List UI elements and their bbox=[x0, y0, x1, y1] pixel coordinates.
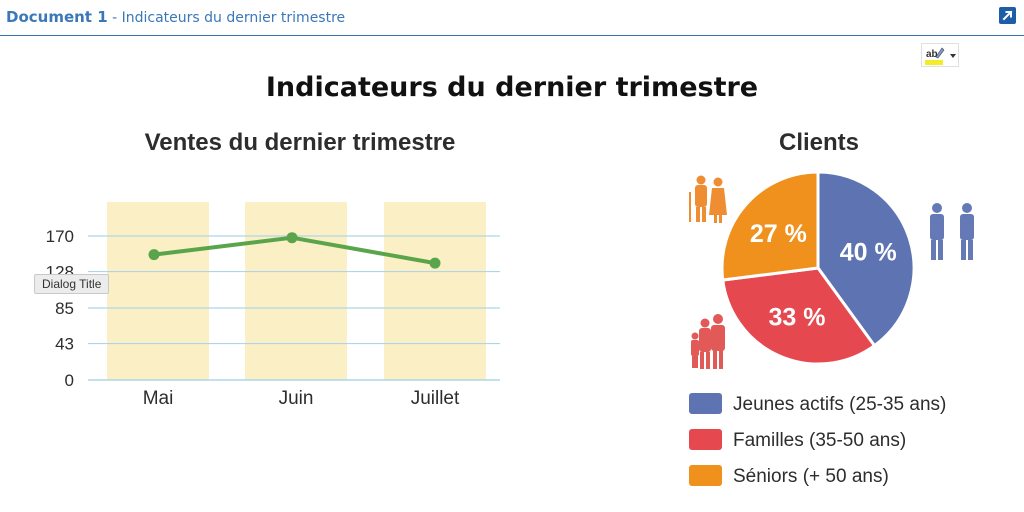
spellcheck-tool-button[interactable]: ab bbox=[921, 43, 959, 67]
x-tick-label: Juin bbox=[279, 388, 314, 409]
pie-slice-3 bbox=[720, 170, 820, 282]
pie-slice-label: 33 % bbox=[769, 303, 826, 331]
y-tick-label: 170 bbox=[46, 227, 74, 246]
main-title: Indicateurs du dernier trimestre bbox=[265, 72, 759, 103]
pie-slice-label: 27 % bbox=[750, 220, 807, 248]
seniors-icon bbox=[689, 175, 727, 223]
family-icon bbox=[691, 314, 725, 369]
y-tick-label: 43 bbox=[55, 335, 74, 354]
legend-label: Familles (35-50 ans) bbox=[733, 430, 906, 451]
document-name: Document 1 bbox=[6, 8, 108, 26]
spellcheck-icon: ab bbox=[925, 47, 956, 65]
pie-slice-1 bbox=[816, 170, 916, 348]
x-tick-label: Juillet bbox=[411, 388, 460, 409]
y-tick-label: 0 bbox=[65, 371, 74, 390]
data-point-juillet bbox=[429, 257, 441, 269]
pie-chart-title: Clients bbox=[779, 129, 859, 156]
expand-button[interactable] bbox=[999, 7, 1016, 24]
y-tick-label: 85 bbox=[55, 299, 74, 318]
dialog-title-tooltip: Dialog Title bbox=[34, 274, 110, 294]
column-band-mai bbox=[107, 202, 209, 380]
pie-chart: Clients 40 % 33 % 27 % Jeunes actifs (25-3… bbox=[689, 129, 974, 487]
document-subtitle: - Indicateurs du dernier trimestre bbox=[107, 10, 346, 26]
legend-swatch-2 bbox=[689, 429, 722, 450]
pie-slice-label: 40 % bbox=[840, 239, 897, 267]
expand-arrow-icon bbox=[1002, 10, 1013, 21]
young-people-icon bbox=[930, 203, 974, 260]
legend-label: Jeunes actifs (25-35 ans) bbox=[733, 394, 946, 415]
legend-swatch-1 bbox=[689, 393, 722, 414]
line-chart-title: Ventes du dernier trimestre bbox=[145, 129, 456, 156]
legend-label: Séniors (+ 50 ans) bbox=[733, 466, 889, 487]
line-chart: Ventes du dernier trimestre 04385128170 … bbox=[46, 129, 500, 409]
data-point-mai bbox=[148, 249, 160, 261]
document-header: Document 1 - Indicateurs du dernier trim… bbox=[0, 0, 1024, 36]
svg-text:ab: ab bbox=[926, 49, 938, 60]
x-tick-label: Mai bbox=[143, 388, 174, 409]
column-band-juillet bbox=[384, 202, 486, 380]
legend-swatch-3 bbox=[689, 465, 722, 486]
data-point-juin bbox=[286, 232, 298, 244]
column-band-juin bbox=[245, 202, 347, 380]
pie-slice-2 bbox=[721, 266, 877, 366]
document-title: Document 1 - Indicateurs du dernier trim… bbox=[6, 8, 345, 26]
